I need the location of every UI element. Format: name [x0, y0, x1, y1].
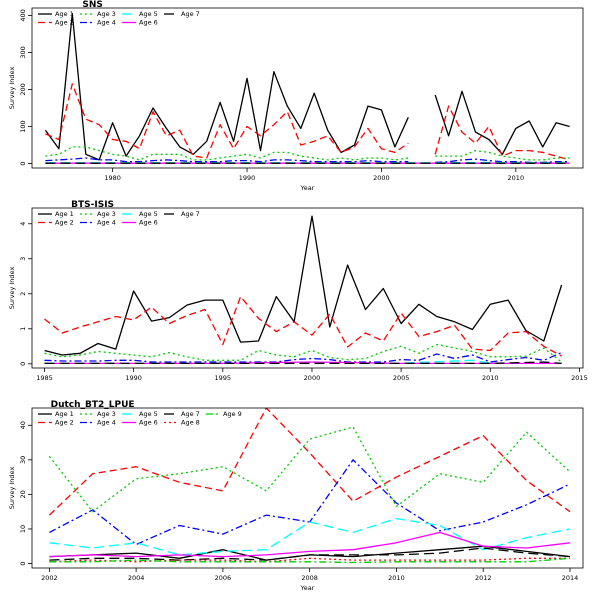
y-tick-label: 300	[19, 46, 27, 58]
y-axis-label: Survey Index	[8, 467, 16, 510]
chart-panel: BTS-ISIS Survey Index 1985 1990 1995 2000 2005…	[8, 200, 588, 382]
x-tick-label: 2015	[571, 374, 588, 382]
legend-label: Age 1	[55, 410, 74, 418]
legend-label: Age 2	[55, 19, 74, 27]
plot-frame	[31, 407, 584, 569]
y-tick-label: 40	[19, 421, 27, 429]
series-line	[45, 157, 570, 164]
plot-frame	[31, 207, 584, 369]
series-line	[49, 557, 570, 563]
legend-label: Age 5	[139, 210, 158, 218]
legend-label: Age 5	[139, 10, 158, 18]
y-tick-label: 20	[19, 490, 27, 498]
series-line	[49, 531, 571, 558]
x-tick-label: 2000	[304, 374, 321, 382]
x-tick-label: 2004	[128, 574, 145, 582]
y-axis-label: Survey Index	[8, 267, 16, 310]
x-tick-label: 2005	[393, 374, 410, 382]
x-tick-label: 1980	[104, 174, 121, 182]
y-tick-label: 400	[19, 9, 27, 21]
x-tick-label: 2000	[373, 174, 390, 182]
series-line	[49, 557, 571, 564]
y-tick-label: 0	[19, 161, 27, 165]
x-tick-label: 2012	[475, 574, 492, 582]
y-tick-label: 200	[19, 83, 27, 95]
legend-label: Age 5	[139, 410, 158, 418]
x-tick-label: 2008	[301, 574, 318, 582]
legend-label: Age 6	[139, 19, 158, 27]
x-tick-label: 1990	[239, 174, 256, 182]
legend-label: Age 2	[55, 219, 74, 227]
chart-panel: Dutch_BT2_LPUE Survey Index Year 2002 2004 20…	[8, 400, 584, 592]
legend-label: Age 4	[97, 219, 116, 227]
series-group	[44, 215, 563, 365]
legend-label: Age 1	[55, 210, 74, 218]
series-group	[44, 12, 570, 164]
legend-label: Age 6	[139, 219, 158, 227]
series-line	[44, 343, 563, 363]
x-tick-label: 2010	[388, 574, 405, 582]
chart-title: Dutch_BT2_LPUE	[51, 400, 135, 410]
legend-label: Age 7	[181, 410, 200, 418]
chart-panel: SNS Survey Index Year 1980 1990 2000 2010 0 100 2…	[8, 0, 584, 192]
series-line	[45, 83, 570, 161]
x-tick-label: 2002	[41, 574, 58, 582]
y-tick-label: 1	[19, 327, 27, 331]
series-line	[44, 295, 562, 357]
x-axis-label: Year	[300, 184, 315, 192]
legend-label: Age 9	[223, 410, 242, 418]
series-line	[44, 361, 562, 365]
x-tick-label: 1990	[125, 374, 142, 382]
chart-title: SNS	[82, 0, 103, 10]
chart-title: BTS-ISIS	[71, 200, 114, 210]
series-line	[49, 517, 571, 556]
x-tick-label: 2010	[482, 374, 499, 382]
x-tick-label: 1995	[215, 374, 232, 382]
x-tick-label: 2014	[562, 574, 579, 582]
legend-label: Age 3	[97, 410, 116, 418]
x-axis-label: Year	[300, 584, 315, 592]
plot-frame	[31, 7, 584, 169]
x-tick-label: 2010	[508, 174, 525, 182]
legend-label: Age 2	[55, 419, 74, 427]
legend-label: Age 7	[181, 210, 200, 218]
x-tick-label: 1985	[36, 374, 53, 382]
y-tick-label: 10	[19, 525, 27, 533]
legend-label: Age 1	[55, 10, 74, 18]
series-line	[49, 547, 571, 561]
series-line	[48, 426, 571, 513]
y-tick-label: 2	[19, 292, 27, 296]
series-line	[45, 146, 570, 161]
x-tick-label: 2006	[215, 574, 232, 582]
legend-label: Age 6	[139, 419, 158, 427]
y-tick-label: 3	[19, 257, 27, 261]
legend-label: Age 8	[181, 419, 200, 427]
y-tick-label: 4	[19, 222, 27, 226]
y-tick-label: 0	[19, 362, 27, 366]
series-line	[44, 359, 562, 364]
legend-label: Age 3	[97, 10, 116, 18]
y-tick-label: 30	[19, 456, 27, 464]
legend-label: Age 7	[181, 10, 200, 18]
y-axis-label: Survey Index	[8, 67, 16, 110]
series-line	[44, 215, 563, 356]
legend-label: Age 4	[97, 419, 116, 427]
y-tick-label: 100	[19, 120, 27, 132]
series-line	[48, 408, 571, 516]
series-line	[44, 352, 562, 363]
y-tick-label: 0	[19, 561, 27, 565]
series-line	[44, 12, 570, 161]
legend-label: Age 4	[97, 19, 116, 27]
series-group	[48, 408, 571, 564]
legend-label: Age 3	[97, 210, 116, 218]
